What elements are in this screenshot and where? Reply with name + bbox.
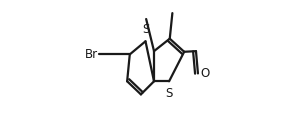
Text: O: O [200,67,210,80]
Text: S: S [165,87,173,100]
Text: S: S [142,23,149,36]
Text: Br: Br [84,48,98,61]
